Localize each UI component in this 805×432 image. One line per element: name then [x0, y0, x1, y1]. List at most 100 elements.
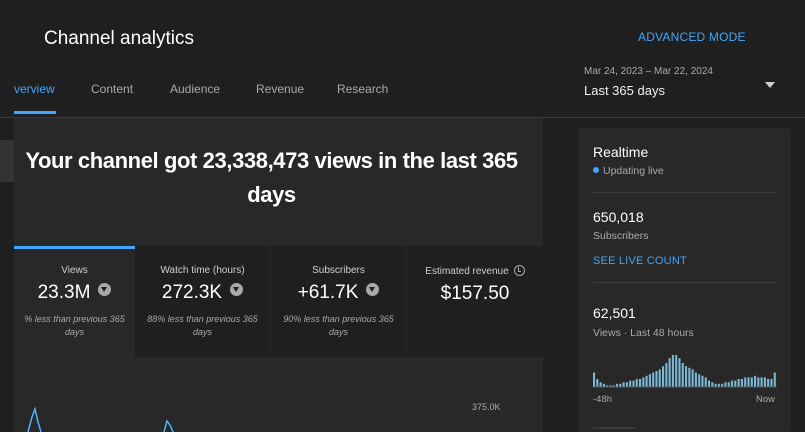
down-arrow-circle-icon [98, 283, 112, 296]
realtime-bar[interactable] [602, 383, 605, 387]
down-arrow-circle-icon [230, 283, 244, 296]
realtime-bar[interactable] [635, 379, 638, 387]
realtime-bar[interactable] [757, 377, 760, 387]
see-live-count-link[interactable]: SEE LIVE COUNT [593, 255, 687, 267]
realtime-bar[interactable] [612, 385, 615, 387]
live-status-dot-icon [593, 167, 599, 173]
realtime-bar[interactable] [606, 385, 609, 387]
tab-audience[interactable]: Audience [170, 82, 221, 96]
realtime-bar[interactable] [658, 369, 661, 387]
realtime-bar[interactable] [731, 380, 734, 387]
overview-headline: Your channel got 23,338,473 views in the… [25, 148, 518, 207]
realtime-views-bar-chart [593, 355, 777, 388]
realtime-bar[interactable] [698, 374, 701, 387]
metric-label-text: Estimated revenue [425, 266, 509, 277]
realtime-bar[interactable] [721, 383, 724, 387]
realtime-bar[interactable] [708, 380, 711, 387]
realtime-bar[interactable] [717, 383, 720, 387]
metric-card-watch-time[interactable]: Watch time (hours) 272.3K 88% less than … [135, 246, 270, 357]
date-range-selector[interactable]: Mar 24, 2023 – Mar 22, 2024 Last 365 day… [584, 66, 784, 98]
metric-comparison: % less than previous 365 days [24, 314, 125, 337]
realtime-bar[interactable] [625, 382, 628, 387]
metric-card-subscribers[interactable]: Subscribers +61.7K 90% less than previou… [271, 246, 406, 357]
realtime-bar[interactable] [619, 383, 622, 387]
realtime-bar[interactable] [668, 358, 671, 387]
tab-overview[interactable]: verview [14, 82, 55, 96]
realtime-bar[interactable] [724, 382, 727, 387]
subscriber-label: Subscribers [593, 230, 649, 242]
realtime-bar[interactable] [737, 379, 740, 387]
realtime-bar[interactable] [754, 375, 757, 387]
realtime-bar[interactable] [616, 383, 619, 387]
date-range-dates: Mar 24, 2023 – Mar 22, 2024 [584, 66, 713, 77]
realtime-bar[interactable] [760, 377, 763, 387]
tab-content[interactable]: Content [91, 82, 134, 96]
realtime-bar[interactable] [675, 355, 678, 387]
caret-down-icon[interactable] [765, 82, 775, 88]
realtime-bar[interactable] [609, 385, 612, 387]
realtime-bar[interactable] [694, 372, 697, 387]
realtime-bar[interactable] [662, 366, 665, 387]
realtime-bar[interactable] [622, 382, 625, 387]
realtime-title: Realtime [593, 144, 649, 160]
realtime-bar[interactable] [744, 377, 747, 387]
realtime-bar[interactable] [734, 380, 737, 387]
realtime-bar[interactable] [596, 379, 599, 387]
realtime-bar[interactable] [648, 374, 651, 387]
realtime-bar[interactable] [671, 355, 674, 387]
metric-value-text: 23.3M [37, 282, 91, 303]
views-series-line [27, 406, 174, 432]
metric-label: Watch time (hours) [160, 265, 245, 276]
realtime-bar[interactable] [747, 377, 750, 387]
tab-revenue[interactable]: Revenue [256, 82, 305, 96]
realtime-bar[interactable] [688, 367, 691, 387]
left-edge-panel [0, 140, 14, 182]
realtime-bar[interactable] [632, 380, 635, 387]
advanced-mode-button[interactable]: ADVANCED MODE [638, 30, 746, 44]
metric-label: Subscribers [312, 265, 365, 276]
down-arrow-circle-icon [366, 283, 380, 296]
realtime-bar[interactable] [685, 366, 688, 387]
tab-research[interactable]: Research [337, 82, 389, 96]
realtime-bar[interactable] [652, 372, 655, 387]
metric-card-revenue[interactable]: Estimated revenue $157.50 [407, 246, 543, 357]
realtime-bar[interactable] [701, 375, 704, 387]
realtime-bar[interactable] [763, 377, 766, 387]
realtime-bar[interactable] [599, 382, 602, 387]
metric-label: Views [61, 265, 88, 276]
metric-cards: Views 23.3M % less than previous 365 day… [14, 246, 543, 357]
metric-value: 272.3K [135, 282, 270, 304]
date-range-period: Last 365 days [584, 83, 665, 98]
realtime-bar[interactable] [645, 375, 648, 387]
subscriber-count: 650,018 [593, 209, 644, 225]
chart-axis-label: 375.0K [472, 402, 501, 412]
realtime-status-text: Updating live [603, 165, 664, 177]
realtime-bar[interactable] [727, 382, 730, 387]
top-bar: Channel analytics ADVANCED MODE Mar 24, … [0, 0, 805, 118]
realtime-bar[interactable] [711, 382, 714, 387]
realtime-bar[interactable] [740, 379, 743, 387]
realtime-views-count: 62,501 [593, 305, 636, 321]
realtime-bar[interactable] [691, 369, 694, 387]
active-tab-indicator [14, 111, 56, 114]
realtime-bar[interactable] [665, 363, 668, 387]
realtime-bar[interactable] [639, 379, 642, 387]
realtime-bar[interactable] [773, 372, 776, 387]
realtime-axis-start: -48h [593, 394, 613, 405]
realtime-bar[interactable] [767, 379, 770, 387]
metric-value-text: 272.3K [161, 282, 223, 303]
realtime-bar[interactable] [704, 377, 707, 387]
realtime-bar[interactable] [629, 380, 632, 387]
realtime-bar[interactable] [655, 371, 658, 387]
page-title: Channel analytics [44, 28, 194, 49]
realtime-bar[interactable] [678, 358, 681, 387]
realtime-bar[interactable] [681, 363, 684, 387]
divider [593, 192, 777, 193]
realtime-bar[interactable] [714, 383, 717, 387]
realtime-bar[interactable] [770, 379, 773, 387]
metric-card-views[interactable]: Views 23.3M % less than previous 365 day… [14, 246, 135, 357]
metric-value: $157.50 [440, 283, 510, 304]
realtime-bar[interactable] [642, 377, 645, 387]
realtime-bar[interactable] [593, 372, 596, 387]
realtime-bar[interactable] [750, 377, 753, 387]
